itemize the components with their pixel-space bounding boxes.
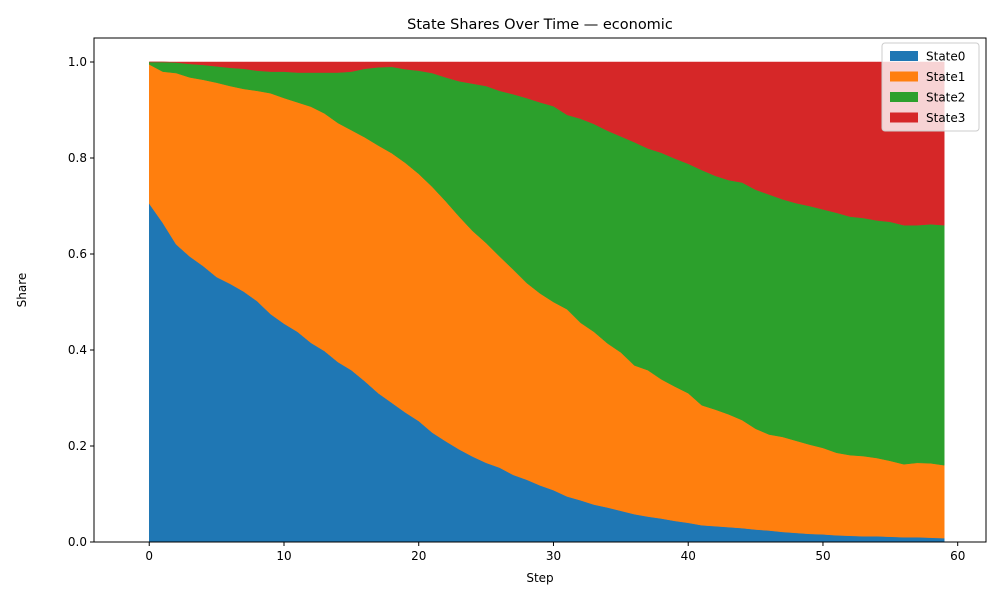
x-axis-ticks: 0 10 20 30 40 50 60 <box>145 542 965 563</box>
y-tick-label: 0.0 <box>68 535 87 549</box>
y-axis-ticks: 0.0 0.2 0.4 0.6 0.8 1.0 <box>68 55 94 549</box>
legend-label-state0: State0 <box>926 50 965 64</box>
legend-swatch-state2 <box>890 92 918 102</box>
legend: State0 State1 State2 State3 <box>881 42 980 132</box>
legend-label-state1: State1 <box>926 70 965 84</box>
chart-title: State Shares Over Time — economic <box>407 17 673 33</box>
legend-swatch-state3 <box>890 112 918 123</box>
x-axis-label: Step <box>526 571 553 585</box>
area-layers <box>148 61 945 543</box>
x-tick-label: 30 <box>546 549 561 563</box>
legend-label-state3: State3 <box>926 111 965 125</box>
x-tick-label: 10 <box>276 549 291 563</box>
area-state3 <box>149 61 945 226</box>
y-tick-label: 0.4 <box>68 343 87 357</box>
x-tick-label: 50 <box>815 549 830 563</box>
y-tick-label: 0.6 <box>68 247 87 261</box>
plot-frame <box>93 37 987 543</box>
x-tick-label: 0 <box>145 549 153 563</box>
legend-box <box>881 42 980 132</box>
y-tick-label: 0.2 <box>68 439 87 453</box>
y-tick-label: 0.8 <box>68 151 87 165</box>
legend-label-state2: State2 <box>926 91 965 105</box>
legend-swatch-state0 <box>890 51 918 61</box>
x-tick-label: 60 <box>950 549 965 563</box>
legend-swatch-state1 <box>890 71 918 82</box>
y-tick-label: 1.0 <box>68 55 87 69</box>
x-tick-label: 20 <box>411 549 426 563</box>
y-axis-label: Share <box>15 273 29 308</box>
x-tick-label: 40 <box>681 549 696 563</box>
